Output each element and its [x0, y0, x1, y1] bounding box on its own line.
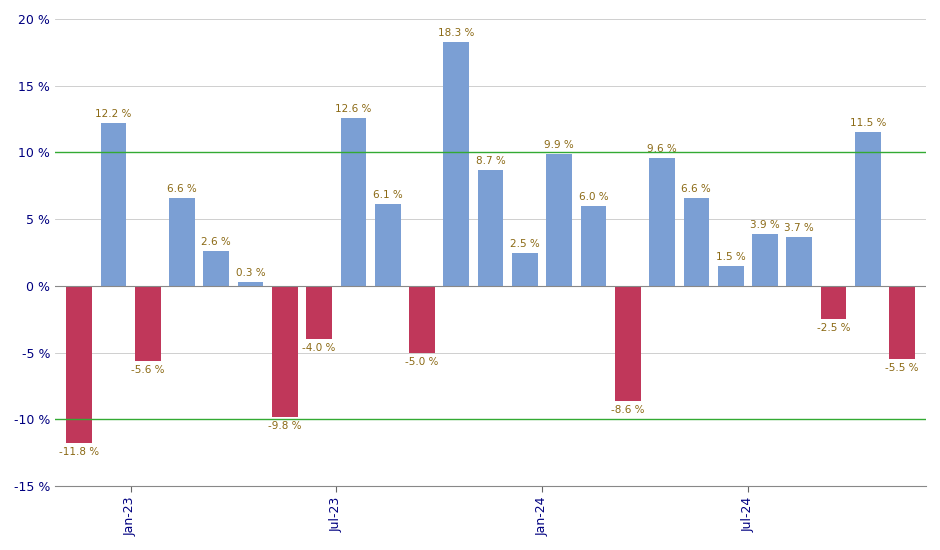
Bar	[683, 198, 709, 286]
Text: 6.6 %: 6.6 %	[167, 184, 196, 194]
Text: 12.6 %: 12.6 %	[336, 104, 371, 114]
Text: 9.6 %: 9.6 %	[648, 144, 677, 154]
Text: 3.9 %: 3.9 %	[750, 220, 780, 230]
Bar	[581, 206, 606, 286]
Text: 6.6 %: 6.6 %	[682, 184, 712, 194]
Text: 6.0 %: 6.0 %	[579, 192, 608, 202]
Text: -5.6 %: -5.6 %	[131, 365, 164, 375]
Bar	[169, 198, 195, 286]
Bar	[752, 234, 777, 286]
Text: 12.2 %: 12.2 %	[95, 109, 132, 119]
Bar	[409, 286, 435, 353]
Text: 9.9 %: 9.9 %	[544, 140, 574, 150]
Bar	[478, 170, 504, 286]
Bar	[134, 286, 161, 361]
Bar	[66, 286, 92, 443]
Text: 0.3 %: 0.3 %	[236, 268, 265, 278]
Bar	[821, 286, 846, 320]
Text: -2.5 %: -2.5 %	[817, 323, 851, 333]
Bar	[718, 266, 744, 286]
Bar	[512, 252, 538, 286]
Text: 1.5 %: 1.5 %	[715, 252, 745, 262]
Text: -5.0 %: -5.0 %	[405, 357, 439, 367]
Text: 8.7 %: 8.7 %	[476, 156, 506, 166]
Text: -4.0 %: -4.0 %	[303, 343, 336, 353]
Bar	[340, 118, 367, 286]
Bar	[546, 154, 572, 286]
Text: -11.8 %: -11.8 %	[59, 448, 100, 458]
Text: 11.5 %: 11.5 %	[850, 118, 886, 128]
Bar	[650, 158, 675, 286]
Bar	[203, 251, 229, 286]
Text: -5.5 %: -5.5 %	[885, 364, 919, 373]
Text: 6.1 %: 6.1 %	[373, 190, 402, 200]
Bar	[101, 123, 126, 286]
Bar	[615, 286, 641, 401]
Bar	[855, 133, 881, 286]
Text: 18.3 %: 18.3 %	[438, 28, 475, 37]
Text: 2.5 %: 2.5 %	[510, 239, 540, 249]
Bar	[272, 286, 298, 417]
Text: -8.6 %: -8.6 %	[611, 405, 645, 415]
Bar	[889, 286, 915, 359]
Text: -9.8 %: -9.8 %	[268, 421, 302, 431]
Text: 2.6 %: 2.6 %	[201, 237, 231, 247]
Bar	[375, 205, 400, 286]
Bar	[787, 236, 812, 286]
Bar	[306, 286, 332, 339]
Bar	[444, 42, 469, 286]
Text: 3.7 %: 3.7 %	[784, 223, 814, 233]
Bar	[238, 282, 263, 286]
